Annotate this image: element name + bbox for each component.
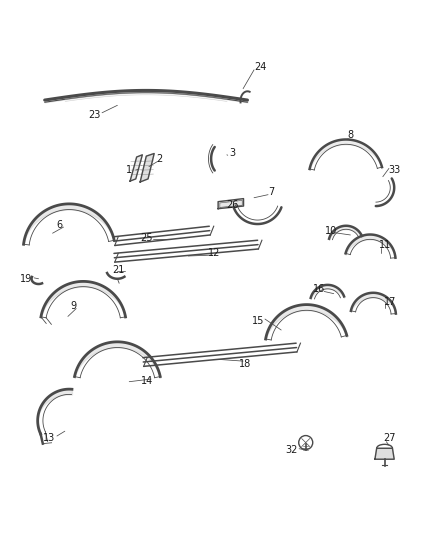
Text: 12: 12 [208, 248, 221, 259]
Polygon shape [140, 154, 154, 182]
Text: 9: 9 [71, 301, 77, 311]
Text: 32: 32 [285, 445, 297, 455]
Text: 23: 23 [88, 110, 100, 120]
Text: 26: 26 [226, 200, 238, 210]
Text: 6: 6 [56, 220, 62, 230]
Text: 33: 33 [388, 165, 400, 175]
Text: 18: 18 [239, 359, 251, 369]
Text: 19: 19 [20, 274, 32, 284]
Text: 2: 2 [157, 154, 163, 164]
Text: 15: 15 [252, 316, 265, 326]
Text: 11: 11 [379, 240, 392, 251]
Text: 8: 8 [347, 130, 353, 140]
Polygon shape [218, 199, 244, 209]
Text: 17: 17 [384, 296, 396, 306]
Text: 10: 10 [325, 225, 337, 236]
Text: 24: 24 [254, 62, 267, 72]
Polygon shape [130, 155, 142, 181]
Text: 27: 27 [384, 433, 396, 443]
Text: 3: 3 [229, 148, 235, 158]
Text: 7: 7 [268, 187, 275, 197]
Text: 13: 13 [43, 433, 55, 443]
Text: 16: 16 [313, 284, 325, 294]
Text: 25: 25 [141, 233, 153, 243]
Text: 14: 14 [141, 376, 153, 386]
Text: 1: 1 [126, 165, 132, 175]
Polygon shape [375, 448, 394, 459]
Text: 21: 21 [112, 265, 124, 275]
